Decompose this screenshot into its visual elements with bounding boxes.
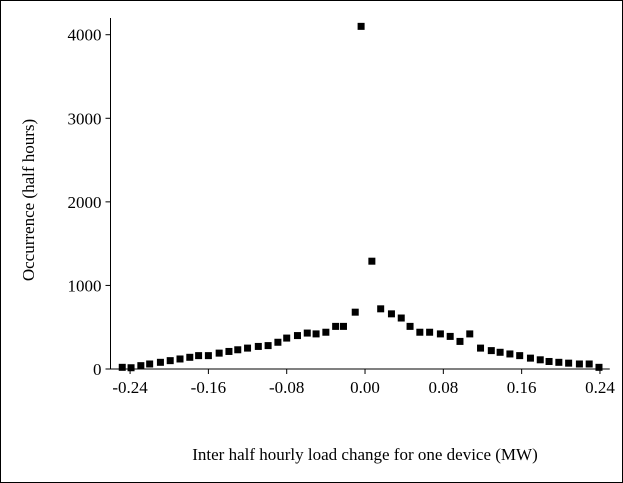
marker (426, 328, 434, 336)
marker (303, 329, 311, 337)
marker (176, 355, 184, 363)
marker (536, 356, 544, 364)
y-tick-label: 2000 (68, 193, 102, 212)
marker (312, 330, 320, 338)
marker (595, 363, 603, 371)
marker (146, 360, 154, 368)
marker (436, 330, 444, 338)
y-tick-label: 4000 (68, 26, 102, 45)
marker (156, 358, 164, 366)
marker (565, 359, 573, 367)
marker (377, 305, 385, 313)
marker (127, 364, 135, 372)
marker (397, 314, 405, 322)
marker (555, 358, 563, 366)
marker (137, 362, 145, 370)
y-tick-label: 1000 (68, 276, 102, 295)
marker (387, 310, 395, 318)
y-tick-label: 0 (93, 360, 102, 379)
marker (351, 308, 359, 316)
y-axis-title: Occurrence (half hours) (19, 119, 38, 281)
marker (339, 322, 347, 330)
marker (322, 328, 330, 336)
x-tick-label: -0.08 (269, 378, 304, 397)
marker (545, 357, 553, 365)
x-tick-label: 0.00 (350, 378, 380, 397)
marker (118, 363, 126, 371)
marker (234, 346, 242, 354)
marker (166, 357, 174, 365)
marker (477, 344, 485, 352)
marker (506, 350, 514, 358)
marker (195, 352, 203, 360)
marker (585, 360, 593, 368)
x-tick-label: -0.16 (191, 378, 226, 397)
marker (283, 334, 291, 342)
marker (516, 352, 524, 360)
x-tick-label: -0.24 (112, 378, 148, 397)
marker (416, 328, 424, 336)
y-tick-label: 3000 (68, 109, 102, 128)
marker (225, 347, 233, 355)
x-tick-label: 0.16 (507, 378, 537, 397)
marker (526, 354, 534, 362)
marker (487, 347, 495, 355)
marker (575, 360, 583, 368)
marker (496, 348, 504, 356)
marker (456, 337, 464, 345)
marker (215, 349, 223, 357)
marker (264, 342, 272, 350)
marker (274, 338, 282, 346)
x-tick-label: 0.08 (428, 378, 458, 397)
x-axis-title: Inter half hourly load change for one de… (192, 445, 538, 464)
marker (254, 342, 262, 350)
marker (406, 322, 414, 330)
marker (293, 332, 301, 340)
marker (368, 257, 376, 265)
marker (357, 22, 365, 30)
marker (332, 322, 340, 330)
marker (204, 352, 212, 360)
marker (244, 344, 252, 352)
marker (186, 353, 194, 361)
x-tick-label: 0.24 (585, 378, 615, 397)
marker (446, 332, 454, 340)
marker (466, 330, 474, 338)
